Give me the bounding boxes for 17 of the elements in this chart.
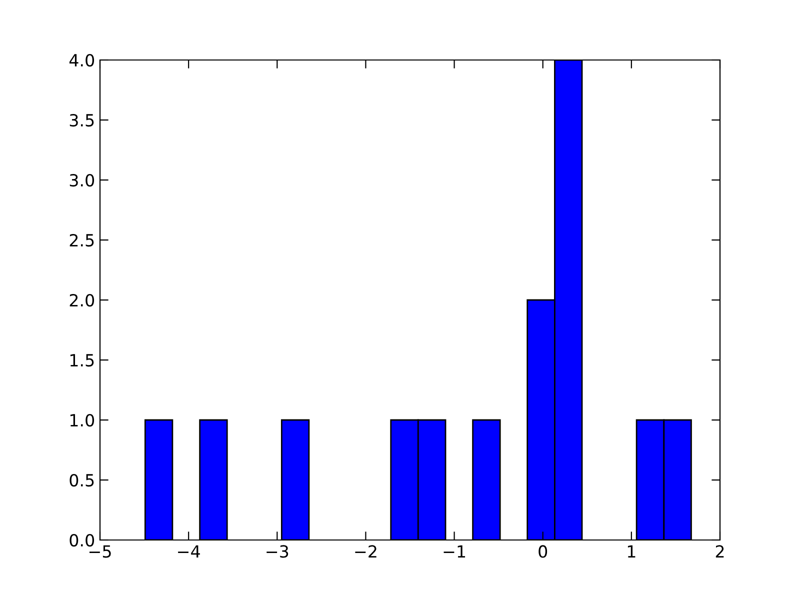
y-tick-label: 1.5	[70, 354, 94, 367]
x-tick-label: 0	[538, 545, 548, 558]
y-tick-label: 2.5	[70, 234, 94, 247]
y-tick-label: 4.0	[69, 54, 94, 67]
y-tick-label: 3.0	[70, 174, 94, 187]
y-tick-label: 0.5	[70, 474, 94, 487]
x-tick-label: −5	[89, 545, 111, 558]
x-tick-label: −3	[266, 545, 288, 558]
x-tick-label: −2	[355, 545, 376, 558]
y-tick-label: 3.5	[70, 114, 94, 127]
y-tick-label: 1.0	[70, 414, 94, 427]
x-tick-label: −4	[178, 545, 200, 558]
y-tick-label: 2.0	[70, 294, 94, 307]
x-tick-label: −1	[444, 545, 466, 558]
y-tick-label: 0.0	[70, 534, 94, 547]
x-tick-label: 2	[716, 545, 724, 558]
x-tick-label: 1	[628, 545, 636, 558]
